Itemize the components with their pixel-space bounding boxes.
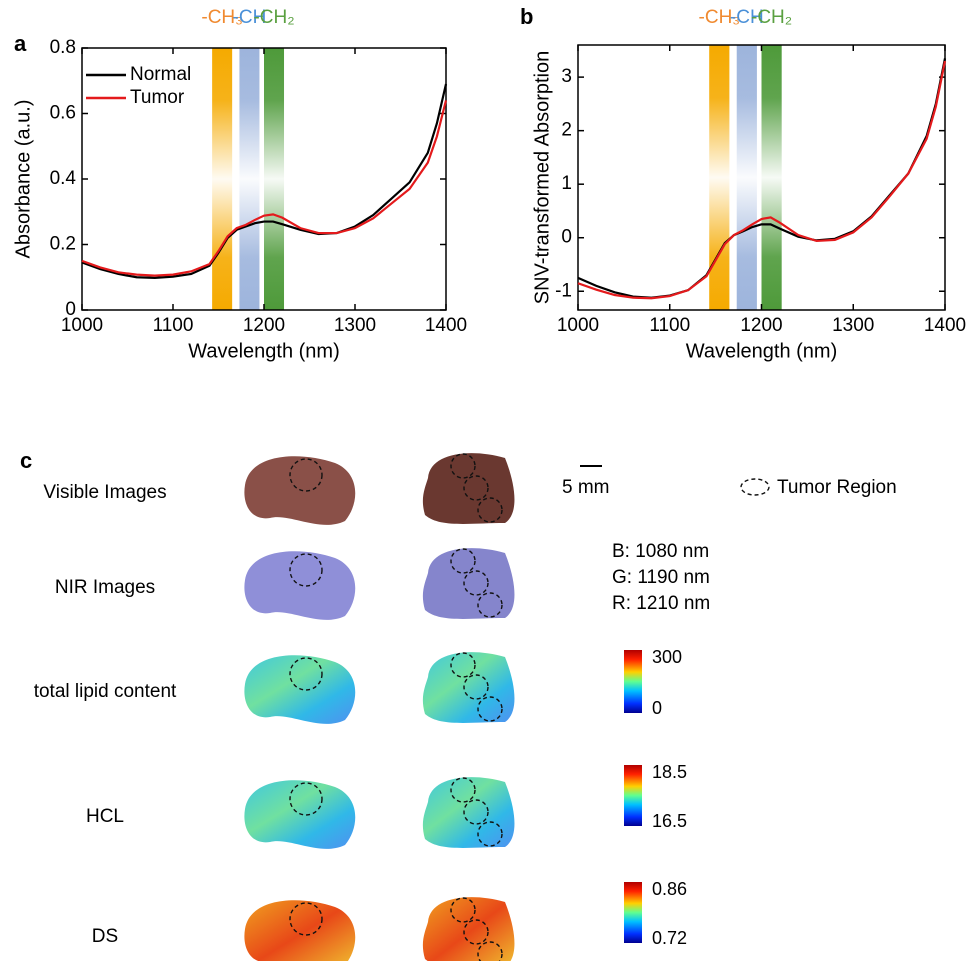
y-tick-label: -1 bbox=[555, 280, 572, 301]
band bbox=[264, 48, 284, 310]
y-tick-label: 0.6 bbox=[50, 103, 76, 124]
x-tick-label: 1000 bbox=[61, 315, 103, 336]
colorbar bbox=[624, 765, 642, 826]
y-tick-label: 2 bbox=[561, 120, 572, 141]
band-label: -CH₂ bbox=[751, 7, 792, 28]
tissue-image bbox=[423, 897, 515, 961]
colorbar-min: 0.72 bbox=[652, 928, 687, 948]
channel-label: B: 1080 nm bbox=[612, 541, 709, 562]
x-tick-label: 1300 bbox=[832, 315, 874, 336]
x-tick-label: 1200 bbox=[243, 315, 285, 336]
x-tick-label: 1100 bbox=[153, 315, 194, 336]
row-label: Visible Images bbox=[43, 482, 166, 503]
colorbar bbox=[624, 650, 642, 713]
tissue-image bbox=[244, 551, 355, 620]
legend-label: Tumor Region bbox=[777, 477, 897, 498]
row-label: DS bbox=[92, 926, 118, 947]
row-label: HCL bbox=[86, 806, 124, 827]
x-tick-label: 1200 bbox=[740, 315, 782, 336]
legend-label: Tumor bbox=[130, 87, 185, 108]
panel-label: a bbox=[14, 31, 27, 56]
y-tick-label: 1 bbox=[561, 173, 572, 194]
y-tick-label: 0.2 bbox=[50, 234, 76, 255]
band bbox=[737, 45, 757, 310]
x-tick-label: 1400 bbox=[924, 315, 966, 336]
tissue-image bbox=[244, 655, 355, 724]
colorbar bbox=[624, 882, 642, 943]
figure: c -CH₃-CH-CH₂00.20.40.60.810001100120013… bbox=[0, 0, 972, 961]
y-axis-label: Absorbance (a.u.) bbox=[12, 100, 34, 259]
x-tick-label: 1100 bbox=[649, 315, 690, 336]
channel-label: G: 1190 nm bbox=[612, 567, 710, 588]
legend-label: Normal bbox=[130, 64, 191, 85]
x-axis-label: Wavelength (nm) bbox=[188, 340, 340, 362]
band bbox=[762, 45, 782, 310]
tissue-image bbox=[423, 548, 515, 619]
y-tick-label: 0.4 bbox=[50, 168, 77, 189]
y-tick-label: 0.8 bbox=[50, 37, 76, 58]
row-label: NIR Images bbox=[55, 577, 155, 598]
band bbox=[239, 48, 259, 310]
legend-marker bbox=[741, 479, 769, 495]
colorbar-min: 16.5 bbox=[652, 811, 687, 831]
panel-label: c bbox=[20, 448, 32, 473]
channel-label: R: 1210 nm bbox=[612, 593, 710, 614]
x-tick-label: 1000 bbox=[557, 315, 599, 336]
tissue-image bbox=[244, 780, 355, 849]
colorbar-max: 0.86 bbox=[652, 879, 687, 899]
tissue-image bbox=[423, 453, 515, 524]
x-tick-label: 1400 bbox=[425, 315, 467, 336]
panel-label: b bbox=[520, 4, 533, 29]
y-tick-label: 3 bbox=[561, 66, 572, 87]
band-label: -CH₂ bbox=[253, 7, 294, 28]
tissue-image bbox=[423, 777, 515, 848]
band bbox=[709, 45, 729, 310]
scale-bar-label: 5 mm bbox=[562, 477, 610, 498]
y-tick-label: 0 bbox=[561, 227, 572, 248]
band bbox=[212, 48, 232, 310]
y-axis-label: SNV-transformed Absorption bbox=[531, 51, 553, 304]
x-axis-label: Wavelength (nm) bbox=[686, 340, 838, 362]
row-label: total lipid content bbox=[34, 681, 177, 702]
colorbar-min: 0 bbox=[652, 698, 662, 718]
x-tick-label: 1300 bbox=[334, 315, 376, 336]
colorbar-max: 300 bbox=[652, 647, 682, 667]
tissue-image bbox=[244, 900, 355, 961]
colorbar-max: 18.5 bbox=[652, 762, 687, 782]
tissue-image bbox=[244, 456, 355, 525]
tissue-image bbox=[423, 652, 515, 723]
